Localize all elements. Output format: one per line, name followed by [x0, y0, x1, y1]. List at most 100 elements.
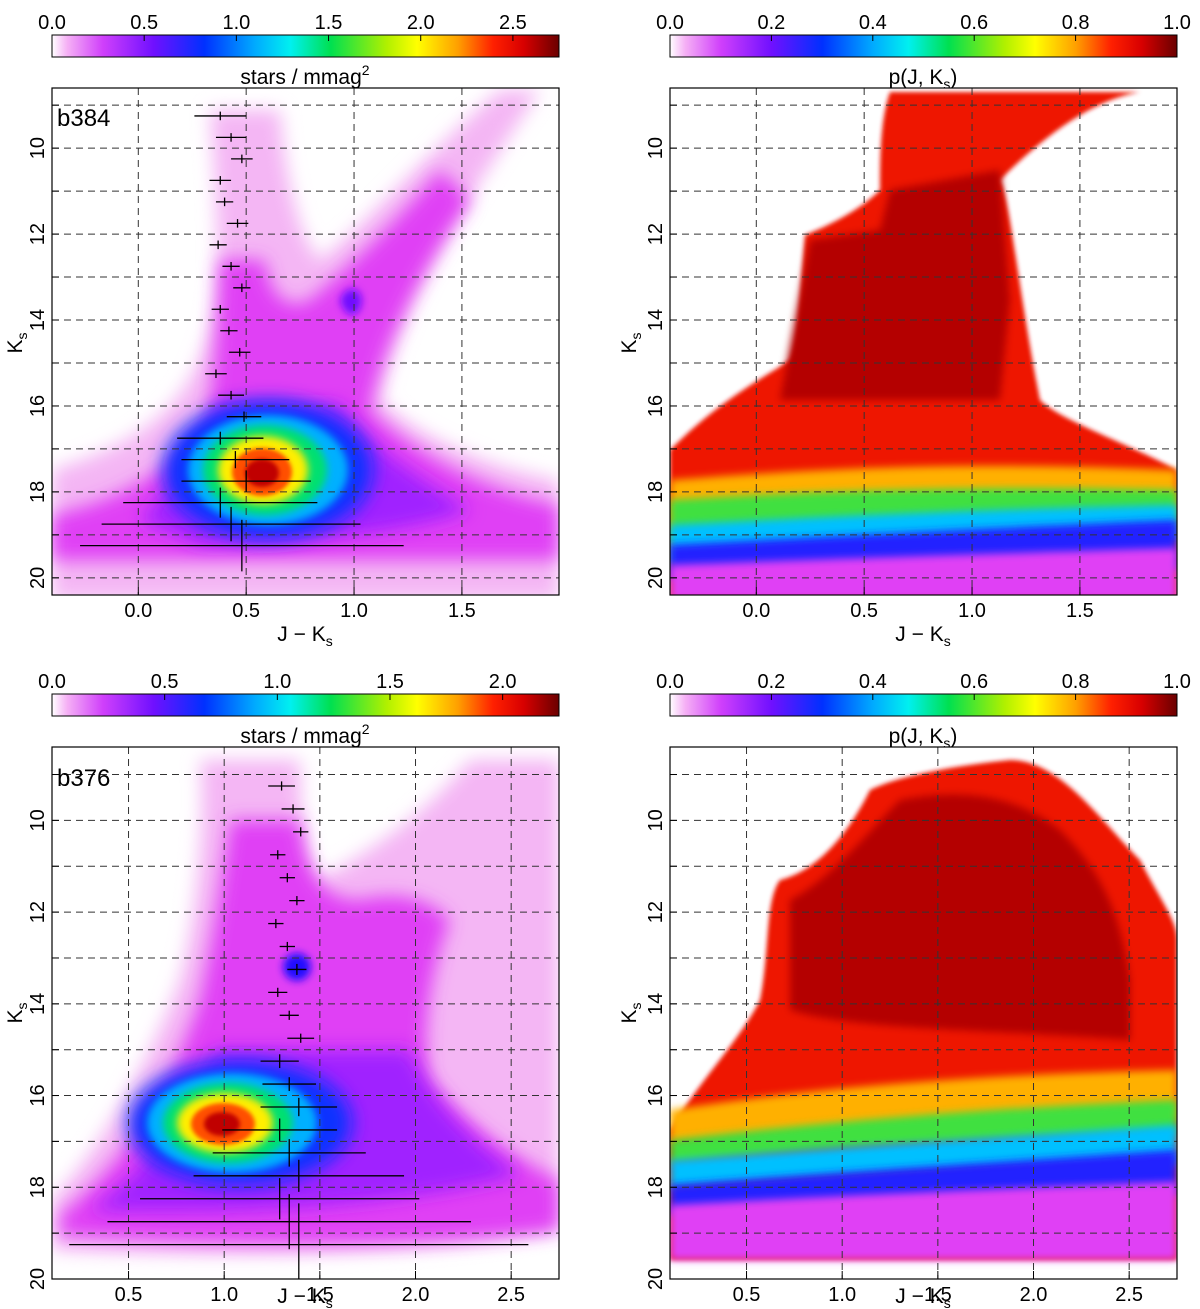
density-image [52, 760, 559, 1254]
colorbar-tick-label: 0.0 [656, 12, 684, 34]
axis-ticks: 0.0 0.5 1.0 1.5 10 12 14 16 18 20 [645, 104, 1094, 622]
x-tick-label: 0.5 [232, 600, 260, 622]
x-tick-label: 1.0 [210, 1284, 238, 1306]
error-bars [80, 111, 404, 572]
colorbar-ticks: 0.0 0.5 1.0 1.5 2.0 2.5 [38, 12, 527, 41]
y-tick-label: 10 [27, 809, 49, 831]
y-axis-label: Ks [4, 332, 30, 353]
y-tick-label: 18 [27, 1176, 49, 1198]
x-tick-label: 0.5 [733, 1284, 761, 1306]
plot-frame [51, 746, 560, 1280]
colorbar-tick-label: 1.5 [315, 12, 343, 34]
y-tick-label: 14 [645, 993, 667, 1015]
grid-lines [52, 747, 559, 1279]
panel-b384-probability: 0.0 0.2 0.4 0.6 0.8 1.0 p(J, Ks) 0.0 0.5 1.0 1.5… [618, 12, 1191, 649]
y-tick-label: 18 [645, 1176, 667, 1198]
y-tick-label: 18 [645, 481, 667, 503]
grid-lines [670, 88, 1177, 595]
colorbar-label: p(J, Ks) [889, 725, 958, 751]
colorbar-tick-label: 0.6 [960, 671, 988, 693]
x-tick-label: 0.0 [124, 600, 152, 622]
colorbar-bar [51, 34, 560, 58]
panel-b384-density: 0.0 0.5 1.0 1.5 2.0 2.5 stars / mmag2 0.0 0.5 1… [4, 12, 560, 649]
y-tick-label: 10 [645, 137, 667, 159]
x-tick-label: 1.5 [924, 1284, 952, 1306]
colorbar-bar [669, 34, 1178, 58]
y-axis-label: Ks [618, 1002, 644, 1023]
colorbar-ticks: 0.0 0.2 0.4 0.6 0.8 1.0 [656, 12, 1191, 41]
y-axis-label: Ks [618, 332, 644, 353]
y-tick-label: 20 [27, 1268, 49, 1290]
y-tick-label: 10 [645, 809, 667, 831]
colorbar-tick-label: 0.0 [38, 671, 66, 693]
plot-area-b376-prob [670, 747, 1177, 1279]
plot-area-b376 [52, 747, 559, 1279]
colorbar-ticks: 0.0 0.5 1.0 1.5 2.0 [38, 671, 517, 700]
colorbar-tick-label: 1.0 [1163, 12, 1191, 34]
colorbar-bar [51, 693, 560, 717]
x-tick-label: 1.0 [958, 600, 986, 622]
x-tick-label: 1.5 [306, 1284, 334, 1306]
y-tick-label: 20 [645, 567, 667, 589]
colorbar-tick-label: 2.0 [489, 671, 517, 693]
colorbar-tick-label: 0.2 [757, 12, 785, 34]
y-tick-label: 14 [27, 993, 49, 1015]
axis-ticks: 0.5 1.0 1.5 2.0 2.5 10 12 14 16 18 20 [27, 774, 525, 1306]
y-tick-label: 20 [645, 1268, 667, 1290]
colorbar-label: p(J, Ks) [889, 66, 958, 92]
colorbar-tick-label: 0.5 [130, 12, 158, 34]
colorbar-tick-label: 0.8 [1062, 12, 1090, 34]
panel-b376-probability: 0.0 0.2 0.4 0.6 0.8 1.0 p(J, Ks) 0.5 1.0 1.5 2.0… [618, 671, 1191, 1309]
colorbar-tick-label: 0.4 [859, 671, 887, 693]
colorbar-bar [669, 693, 1178, 717]
x-tick-label: 2.5 [1115, 1284, 1143, 1306]
y-tick-label: 12 [27, 901, 49, 923]
colorbar-tick-label: 0.0 [38, 12, 66, 34]
y-tick-label: 12 [645, 901, 667, 923]
y-tick-label: 14 [27, 309, 49, 331]
y-tick-label: 18 [27, 481, 49, 503]
x-tick-label: 2.0 [1020, 1284, 1048, 1306]
x-tick-label: 1.5 [1066, 600, 1094, 622]
y-axis-label: Ks [4, 1002, 30, 1023]
y-tick-label: 14 [645, 309, 667, 331]
x-axis-label: J − Ks [277, 1285, 332, 1309]
x-axis-label: J − Ks [277, 623, 332, 649]
y-tick-label: 16 [27, 1084, 49, 1106]
y-tick-label: 12 [27, 223, 49, 245]
y-tick-label: 10 [27, 137, 49, 159]
colorbar-tick-label: 0.2 [757, 671, 785, 693]
axis-ticks: 0.5 1.0 1.5 2.0 2.5 10 12 14 16 18 20 [645, 774, 1143, 1306]
colorbar-tick-label: 0.6 [960, 12, 988, 34]
colorbar-tick-label: 0.5 [151, 671, 179, 693]
y-tick-label: 16 [645, 1084, 667, 1106]
panel-label: b376 [57, 765, 110, 792]
colorbar-tick-label: 0.8 [1062, 671, 1090, 693]
axis-ticks: 0.0 0.5 1.0 1.5 10 12 14 16 18 20 [27, 104, 476, 622]
colorbar-label: stars / mmag2 [240, 62, 369, 89]
x-tick-label: 0.0 [742, 600, 770, 622]
y-tick-label: 16 [645, 395, 667, 417]
plot-frame [669, 87, 1178, 596]
y-tick-label: 16 [27, 395, 49, 417]
plot-area-b384 [52, 88, 559, 595]
probability-image [670, 760, 1177, 1260]
colorbar-tick-label: 1.0 [1163, 671, 1191, 693]
colorbar-tick-label: 1.0 [263, 671, 291, 693]
y-tick-label: 20 [27, 567, 49, 589]
colorbar-tick-label: 2.5 [499, 12, 527, 34]
colorbar-tick-label: 1.5 [376, 671, 404, 693]
error-bars [69, 781, 529, 1279]
x-tick-label: 0.5 [115, 1284, 143, 1306]
colorbar-tick-label: 2.0 [407, 12, 435, 34]
y-tick-label: 12 [645, 223, 667, 245]
x-tick-label: 1.5 [448, 600, 476, 622]
colorbar-tick-label: 0.0 [656, 671, 684, 693]
plot-frame [669, 746, 1178, 1280]
x-tick-label: 1.0 [340, 600, 368, 622]
colorbar-ticks: 0.0 0.2 0.4 0.6 0.8 1.0 [656, 671, 1191, 700]
x-tick-label: 1.0 [828, 1284, 856, 1306]
x-axis-label: J − Ks [895, 1285, 950, 1309]
density-image [52, 90, 559, 595]
